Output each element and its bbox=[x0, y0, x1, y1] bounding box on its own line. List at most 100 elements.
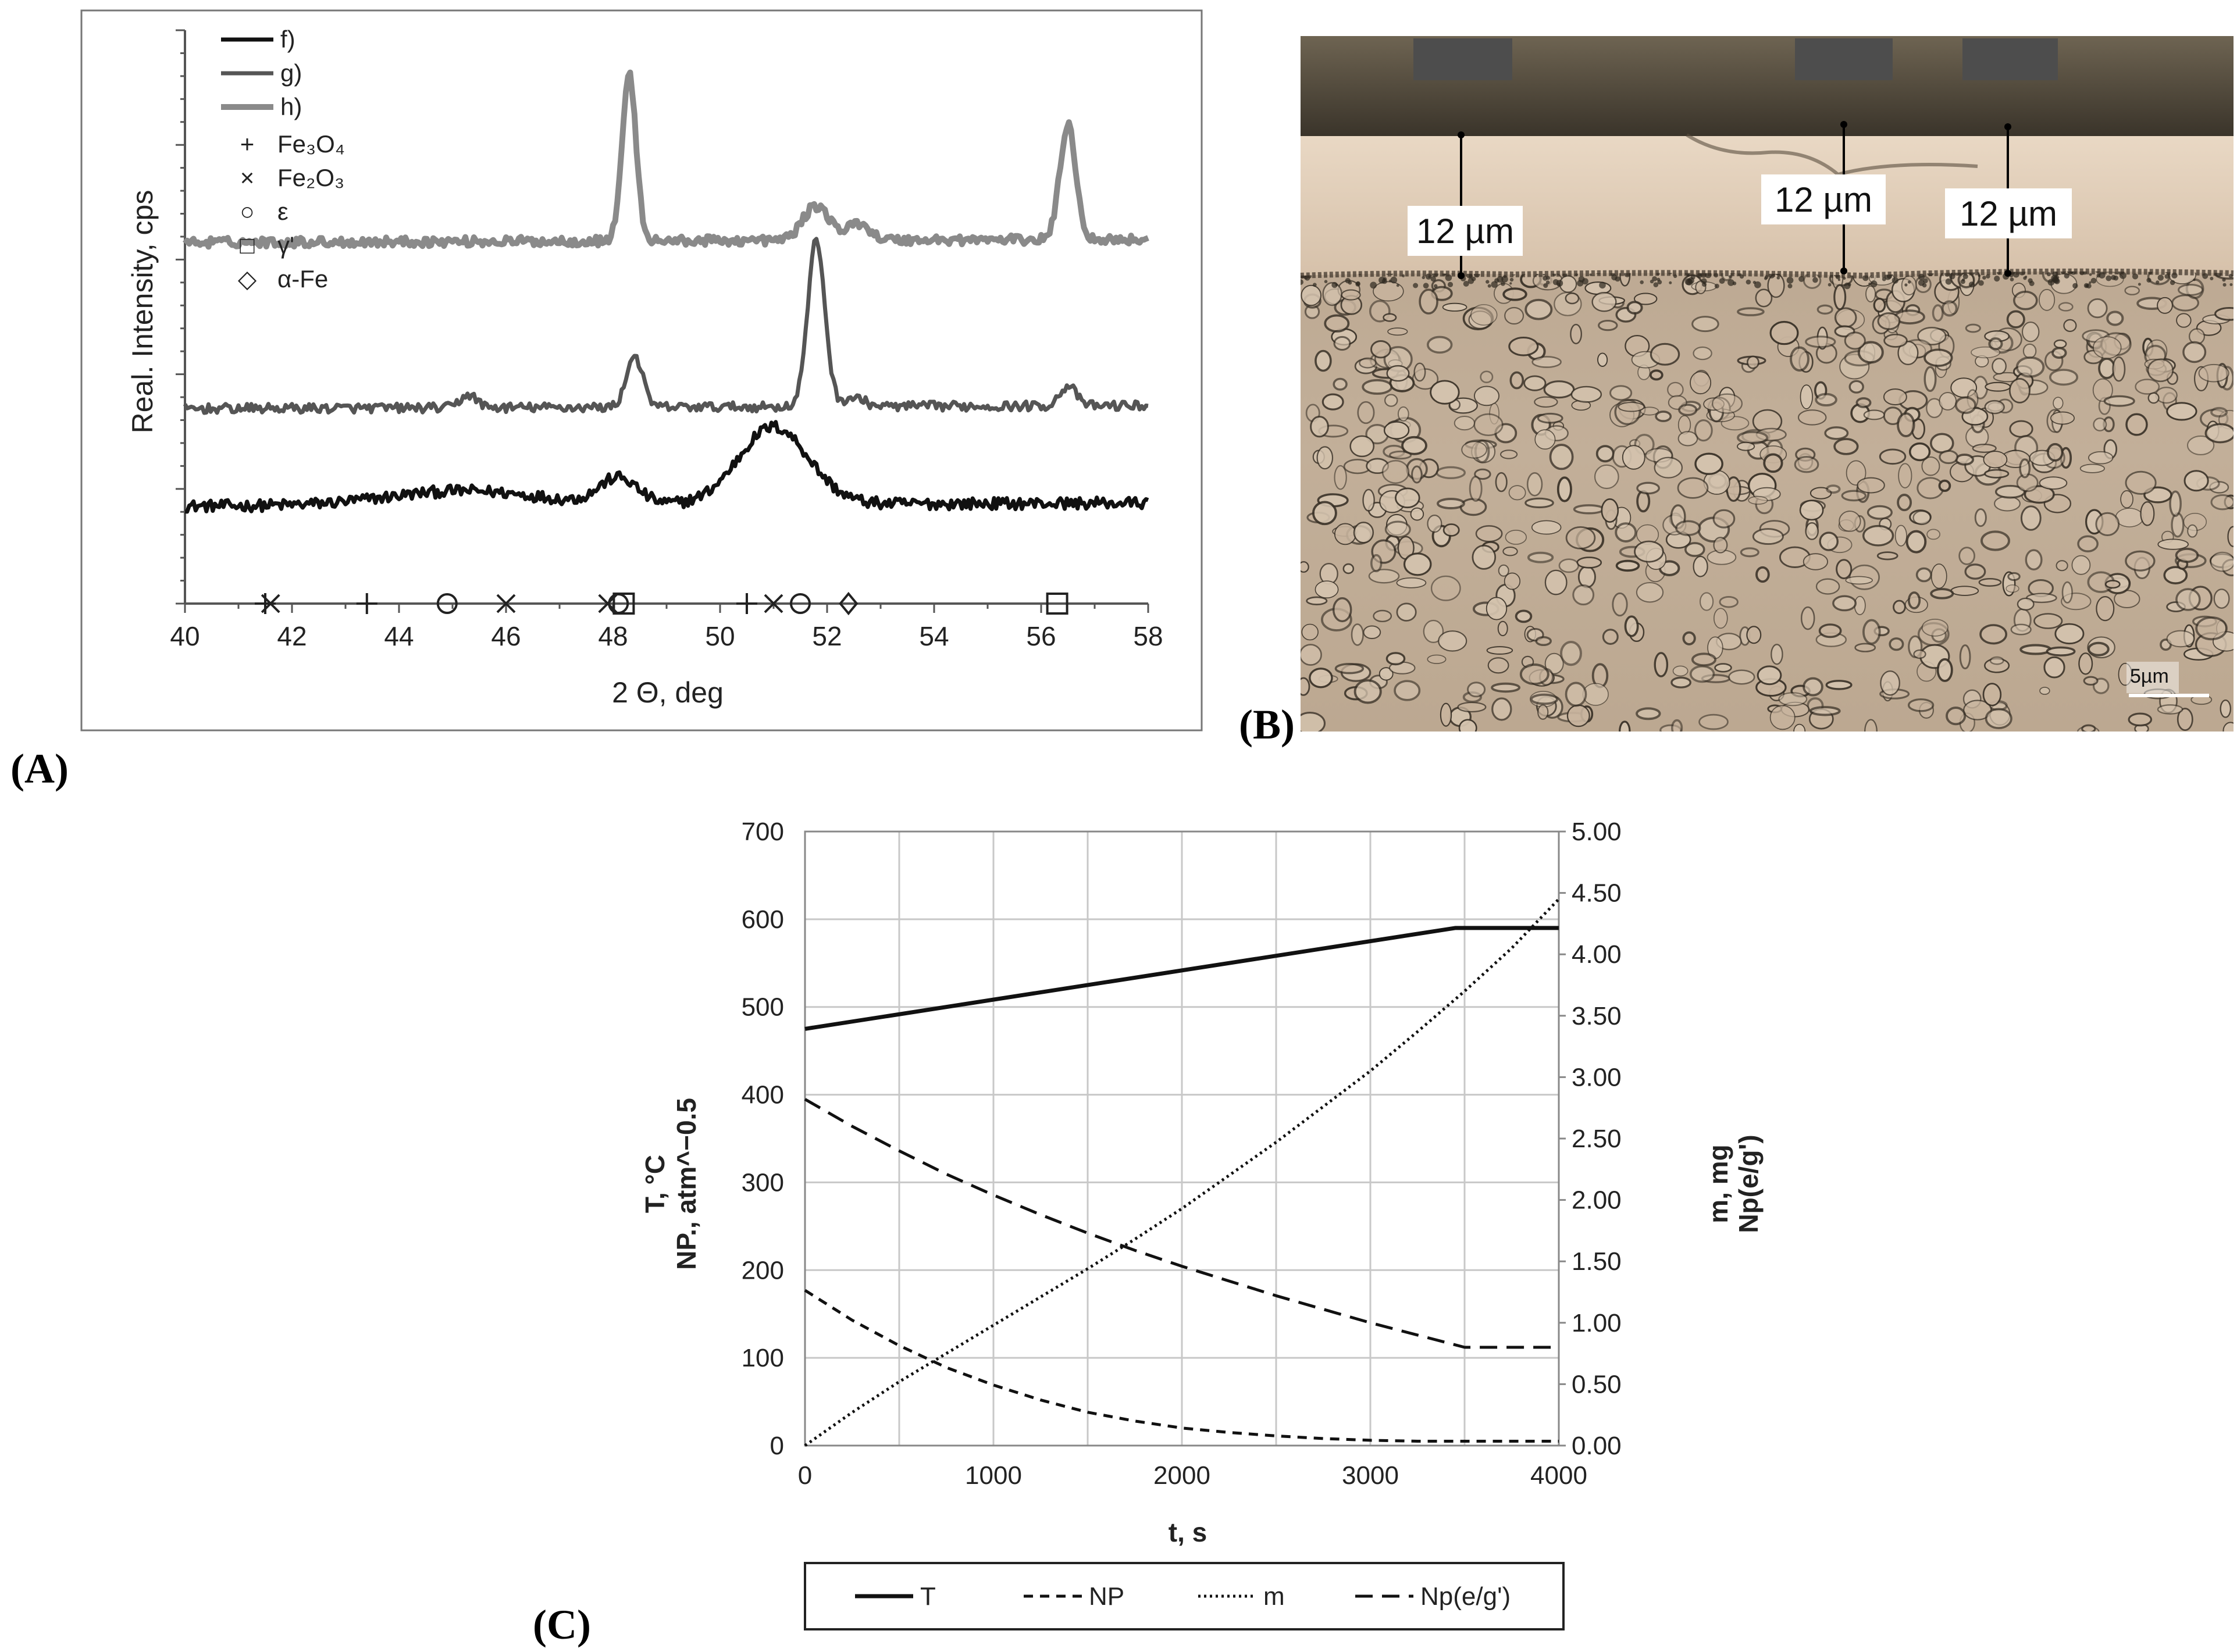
micrograph-grain bbox=[2043, 656, 2065, 679]
micrograph-grain bbox=[1984, 469, 2010, 479]
micrograph-grain bbox=[1855, 397, 1872, 408]
micrograph-grain bbox=[2106, 311, 2124, 326]
xrd-legend: f) g) h) + Fe₃O₄ × Fe₂O₃ ○ ε □ γ' ◇ α-Fe bbox=[221, 26, 345, 292]
micrograph-grain bbox=[1865, 285, 1876, 303]
micrograph-grain bbox=[1537, 704, 1549, 720]
xrd-x-tick-label: 42 bbox=[277, 621, 307, 651]
micrograph-grain bbox=[2088, 641, 2110, 656]
micrograph-pore bbox=[1422, 276, 1425, 279]
process-right-tick-label: 1.00 bbox=[1572, 1309, 1622, 1337]
micrograph-grain bbox=[2022, 343, 2037, 359]
micrograph-pore bbox=[2072, 283, 2078, 289]
micrograph-grain bbox=[1486, 597, 1508, 620]
micrograph-pore bbox=[1501, 276, 1508, 283]
micrograph-grain bbox=[1394, 680, 1421, 701]
micrograph-pore bbox=[1923, 278, 1928, 284]
micrograph-grain bbox=[1923, 366, 1937, 393]
micrograph-grain bbox=[1897, 494, 1912, 512]
micrograph-grain bbox=[1618, 402, 1645, 412]
process-left-tick-label: 500 bbox=[742, 993, 784, 1022]
micrograph-grain bbox=[1427, 654, 1447, 664]
micrograph-grain bbox=[1800, 606, 1815, 630]
micrograph-grain bbox=[1316, 446, 1334, 470]
micrograph-grain bbox=[1558, 558, 1580, 573]
micrograph-grain bbox=[1531, 356, 1562, 368]
micrograph-pore bbox=[2157, 274, 2164, 281]
micrograph-pore bbox=[2106, 275, 2112, 281]
micrograph-grain bbox=[1793, 723, 1806, 732]
micrograph-grain bbox=[1426, 336, 1453, 354]
micrograph-pore bbox=[1828, 283, 1832, 287]
micrograph-grain bbox=[1486, 646, 1513, 655]
micrograph-grain bbox=[1992, 358, 2007, 375]
micrograph-grain bbox=[1816, 304, 1833, 315]
micrograph-grain bbox=[2124, 286, 2140, 295]
micrograph-grain bbox=[2186, 435, 2215, 455]
micrograph-grain bbox=[1936, 658, 1953, 682]
micrograph-grain bbox=[1649, 369, 1663, 381]
micrograph-grain bbox=[1601, 498, 1619, 523]
micrograph-grain bbox=[1809, 706, 1841, 716]
micrograph-grain bbox=[2087, 298, 2108, 319]
micrograph-grain bbox=[2039, 476, 2068, 490]
micrograph-grain bbox=[1544, 569, 1568, 595]
micrograph-grain bbox=[1769, 705, 1796, 730]
micrograph-grain bbox=[1570, 386, 1602, 403]
xrd-x-tick-label: 58 bbox=[1133, 621, 1163, 651]
micrograph-pore bbox=[1486, 280, 1490, 284]
micrograph-grain bbox=[1964, 563, 1986, 580]
micrograph-grain bbox=[1650, 342, 1680, 366]
micrograph-pore bbox=[1669, 281, 1672, 284]
micrograph-pore bbox=[1728, 275, 1732, 279]
xrd-x-tick-label: 46 bbox=[491, 621, 521, 651]
micrograph-grain bbox=[1983, 451, 2008, 469]
micrograph-grain bbox=[2054, 623, 2085, 645]
micrograph-grain bbox=[1334, 465, 1347, 490]
micrograph-grain bbox=[2171, 512, 2185, 538]
micrograph-grain bbox=[2210, 406, 2228, 418]
micrograph-grain bbox=[2175, 547, 2199, 563]
process-left-tick-label: 600 bbox=[742, 905, 784, 934]
micrograph-grain bbox=[2078, 652, 2093, 675]
process-left-tick-label: 700 bbox=[742, 818, 784, 846]
micrograph-grain bbox=[1624, 615, 1639, 637]
micrograph-grain bbox=[2095, 512, 2120, 537]
micrograph-grain bbox=[1508, 336, 1539, 356]
micrograph-grain bbox=[2177, 284, 2204, 296]
micrograph-grain bbox=[2013, 290, 2038, 311]
micrograph-pore bbox=[2170, 280, 2175, 286]
micrograph-grain bbox=[1799, 499, 1824, 521]
micrograph-grain bbox=[1671, 719, 1683, 732]
micrograph-grain bbox=[2009, 420, 2033, 438]
xrd-phase-marker bbox=[496, 594, 516, 613]
micrograph-grain bbox=[1876, 551, 1898, 561]
micrograph-grain bbox=[1926, 529, 1941, 540]
micrograph-grain bbox=[1619, 720, 1631, 732]
micrograph-grain bbox=[1321, 393, 1344, 411]
micrograph-pore bbox=[1509, 277, 1514, 282]
micrograph-grain bbox=[2058, 302, 2074, 312]
micrograph-grain bbox=[2115, 508, 2144, 527]
micrograph-grain bbox=[1678, 404, 1698, 416]
micrograph-pore bbox=[1904, 283, 1908, 287]
micrograph-grain bbox=[1930, 433, 1954, 454]
micrograph-grain bbox=[1866, 505, 1893, 520]
micrograph-grain bbox=[2182, 341, 2207, 363]
micrograph-grain bbox=[1848, 380, 1864, 394]
micrograph-grain bbox=[1689, 665, 1715, 683]
micrograph-grain bbox=[1946, 707, 1967, 726]
micrograph-grain bbox=[1497, 620, 1508, 637]
micrograph-grain bbox=[1351, 623, 1364, 646]
micrograph-grain bbox=[2104, 580, 2121, 589]
process-x-tick-label: 1000 bbox=[965, 1461, 1022, 1490]
micrograph-grain bbox=[1427, 514, 1442, 533]
process-x-axis-label: t, s bbox=[1169, 1517, 1207, 1547]
micrograph-grain bbox=[1363, 625, 1381, 640]
micrograph-pore bbox=[2025, 276, 2028, 278]
micrograph-grain bbox=[1863, 409, 1885, 420]
micrograph-grain bbox=[1654, 456, 1683, 479]
micrograph-grain bbox=[1684, 542, 1705, 557]
micrograph-grain bbox=[1879, 448, 1907, 465]
micrograph-pore bbox=[1599, 281, 1606, 289]
micrograph-grain bbox=[1389, 450, 1412, 460]
